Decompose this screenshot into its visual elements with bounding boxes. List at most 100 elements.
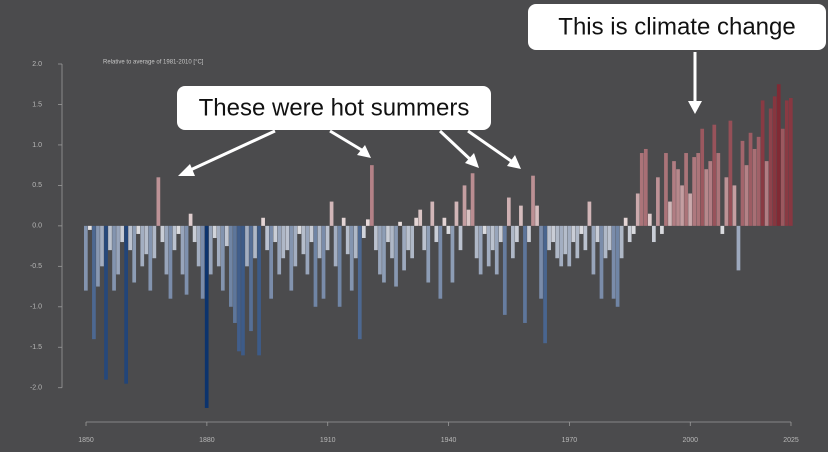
bar — [394, 225, 398, 287]
y-tick-label: 1.5 — [32, 101, 42, 108]
bar — [611, 225, 616, 299]
bar — [414, 217, 419, 226]
bar — [684, 153, 688, 226]
arrow-head — [688, 101, 702, 114]
bar — [700, 128, 705, 226]
y-tick-label: 0.5 — [32, 182, 42, 189]
bar — [752, 148, 757, 226]
bar — [696, 153, 701, 226]
bar — [390, 225, 394, 259]
bar — [329, 201, 334, 226]
bar — [152, 225, 157, 259]
bar — [470, 173, 475, 226]
arrow-head — [465, 153, 479, 168]
bar — [220, 225, 225, 291]
bar — [780, 128, 785, 226]
x-tick-label: 1910 — [320, 437, 336, 444]
bar — [410, 225, 415, 259]
bar — [672, 161, 676, 226]
bar — [140, 225, 145, 267]
bar — [357, 225, 362, 340]
x-tick-label: 2000 — [682, 437, 698, 444]
bar — [285, 225, 290, 251]
bar — [519, 205, 523, 226]
bar — [656, 177, 660, 226]
bar — [498, 225, 503, 243]
callout-box — [528, 4, 826, 50]
bar — [664, 153, 668, 226]
bar — [132, 225, 137, 283]
bar — [676, 169, 680, 226]
arrow — [467, 129, 515, 165]
bar — [402, 225, 406, 271]
bar — [547, 225, 551, 251]
bar — [450, 225, 455, 283]
bar — [333, 225, 338, 267]
bar — [168, 225, 173, 299]
bar — [607, 225, 612, 251]
bar — [386, 225, 390, 243]
bar — [531, 175, 535, 226]
bar — [442, 217, 447, 226]
bar — [418, 209, 423, 226]
bar — [249, 225, 253, 332]
bar — [768, 108, 773, 226]
bar — [96, 225, 100, 287]
bar — [466, 209, 471, 226]
bar — [603, 225, 608, 259]
bar — [108, 225, 112, 251]
bar — [196, 225, 201, 267]
y-tick-label: -0.5 — [30, 263, 42, 270]
bar — [511, 225, 515, 259]
bar — [245, 225, 249, 267]
bar — [337, 225, 342, 307]
bar — [587, 201, 592, 226]
bar — [365, 219, 370, 226]
bar — [571, 225, 576, 243]
bar — [579, 225, 584, 234]
bar — [478, 225, 483, 275]
arrow-head — [178, 164, 195, 176]
bar — [297, 225, 302, 234]
bar — [204, 225, 209, 408]
bar — [639, 153, 644, 226]
bar — [434, 225, 439, 243]
bar — [277, 225, 282, 275]
bar — [776, 84, 781, 226]
bar — [506, 197, 511, 226]
bar — [160, 225, 165, 243]
bar — [212, 225, 217, 238]
y-tick-label: -1.0 — [30, 304, 42, 311]
bar — [289, 225, 294, 291]
bar — [716, 153, 721, 226]
bar — [555, 225, 560, 259]
bar — [261, 217, 265, 226]
bar — [740, 140, 745, 226]
bar — [120, 225, 124, 243]
bar — [652, 225, 656, 243]
bar — [353, 225, 358, 259]
bar — [192, 225, 197, 243]
bar — [688, 193, 692, 226]
bar — [515, 225, 519, 243]
bar — [724, 177, 729, 226]
arrow — [185, 129, 276, 174]
bar — [422, 225, 427, 251]
bar — [615, 225, 620, 307]
y-tick-label: -1.5 — [30, 344, 42, 351]
bar — [104, 225, 108, 380]
bar — [273, 225, 278, 243]
bar — [446, 225, 451, 234]
bar — [458, 225, 463, 251]
bar — [88, 225, 92, 230]
bar — [764, 161, 769, 226]
annotation: This is climate change — [558, 13, 795, 40]
bar — [708, 161, 713, 226]
bar — [136, 225, 141, 234]
bar — [748, 132, 753, 226]
bar — [269, 225, 274, 299]
bar — [398, 221, 402, 226]
bar — [494, 225, 499, 275]
bar — [208, 225, 213, 275]
